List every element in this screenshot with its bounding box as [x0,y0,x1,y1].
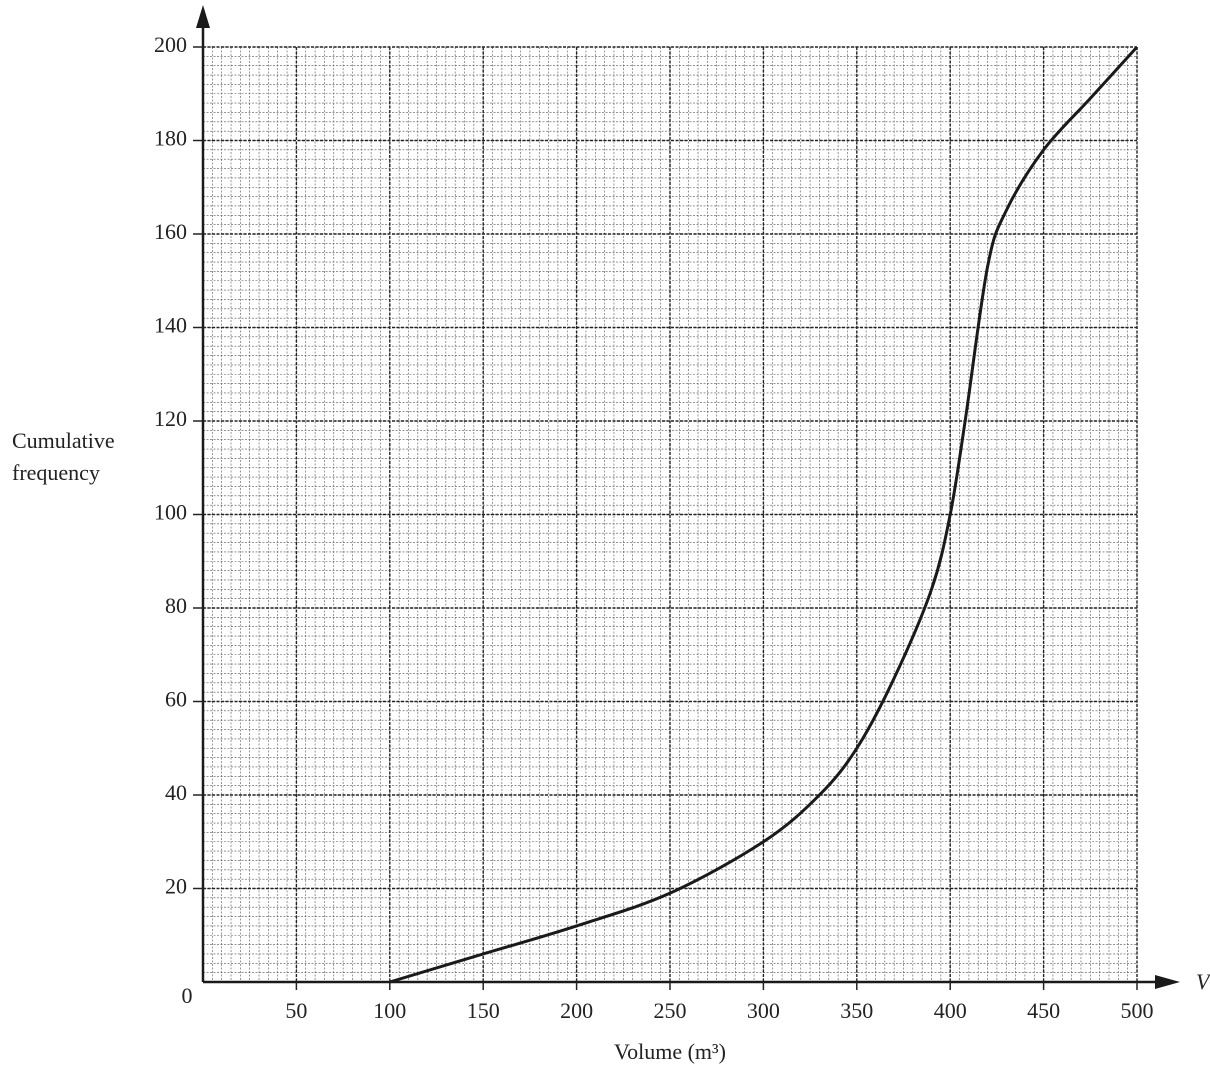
y-tick-label: 120 [154,406,187,431]
y-tick-label: 100 [154,500,187,525]
y-axis-label: frequency [12,460,100,485]
x-axis-symbol: V [1196,969,1210,994]
grid [202,46,1138,983]
x-tick-label: 150 [467,998,500,1023]
curve [389,45,1139,984]
y-tick-label: 180 [154,126,187,151]
x-axis-label: Volume (m³) [614,1039,726,1064]
y-axis-arrow [196,5,210,28]
x-tick-label: 400 [934,998,967,1023]
x-tick-label: 300 [747,998,780,1023]
x-tick-label: 200 [560,998,593,1023]
y-tick-label: 20 [165,874,187,899]
x-tick-label: 450 [1027,998,1060,1023]
x-tick-label: 100 [373,998,406,1023]
x-tick-label: 250 [654,998,687,1023]
x-tick-label: 50 [285,998,307,1023]
y-tick-label: 200 [154,32,187,57]
x-tick-label: 500 [1121,998,1154,1023]
x-tick-label: 350 [840,998,873,1023]
y-axis-label: Cumulative [12,428,115,453]
y-tick-label: 160 [154,219,187,244]
y-tick-label: 140 [154,313,187,338]
x-axis-arrow [1155,975,1180,989]
y-tick-label: 80 [165,593,187,618]
y-tick-label: 40 [165,780,187,805]
origin-label: 0 [182,983,193,1008]
y-tick-label: 60 [165,687,187,712]
